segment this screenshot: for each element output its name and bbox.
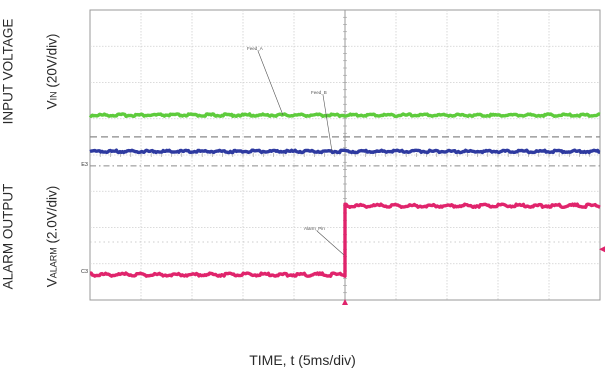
trace-labels: E3 C3 Feed_A Feed_B Alarm_Pin bbox=[81, 46, 605, 305]
callout-leader-line bbox=[257, 50, 284, 116]
series-label-feed-b: Feed_B bbox=[311, 90, 327, 95]
series-label-alarm-pin: Alarm_Pin bbox=[304, 226, 325, 231]
channel-marker: C3 bbox=[81, 269, 88, 275]
callout-leader-line bbox=[316, 230, 345, 256]
reference-lines bbox=[90, 136, 600, 243]
trace-alarm-pin bbox=[89, 202, 601, 278]
callout-leader-line bbox=[322, 94, 333, 152]
trace-feed-a bbox=[88, 112, 601, 119]
series-label-feed-a: Feed_A bbox=[247, 46, 263, 51]
trace-feed-b bbox=[89, 148, 601, 155]
traces bbox=[88, 112, 601, 278]
x-axis-label: TIME, t (5ms/div) bbox=[249, 352, 356, 368]
channel-marker: E3 bbox=[81, 162, 88, 168]
trigger-level-arrow bbox=[599, 246, 605, 253]
trigger-marker-arrow bbox=[342, 299, 348, 305]
